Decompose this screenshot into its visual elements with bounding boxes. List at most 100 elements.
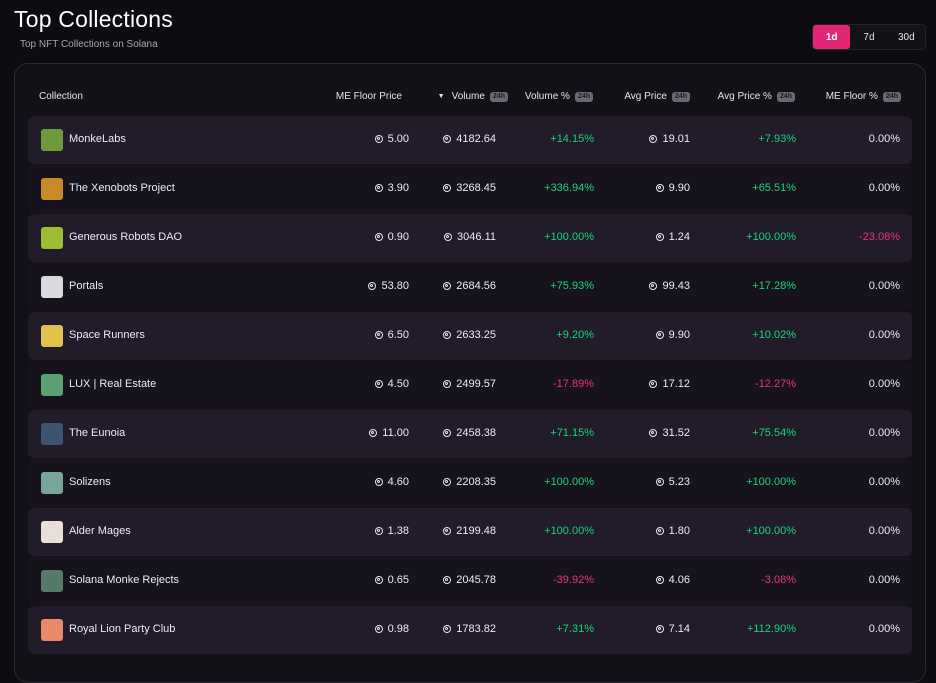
solana-icon [443,625,452,633]
floor-pct: 0.00% [868,329,900,341]
collection-name[interactable]: Solizens [69,476,111,488]
avg-price: 1.80 [655,525,690,537]
collection-name[interactable]: Solana Monke Rejects [69,574,180,586]
avg-price: 99.43 [649,280,690,292]
period-badge: 24h [882,91,901,102]
avg-price-pct: +100.00% [746,525,796,537]
collection-avatar [41,521,63,543]
floor-pct: 0.00% [868,182,900,194]
volume: 2499.57 [443,378,496,390]
collection-avatar [41,472,63,494]
range-7d-button[interactable]: 7d [863,31,875,43]
volume: 2633.25 [443,329,496,341]
table-row[interactable]: The Xenobots Project 3.90 3268.45 +336.94% 9… [28,165,912,213]
table-row[interactable]: Solana Monke Rejects 0.65 2045.78 -39.92% 4.… [28,557,912,605]
volume-pct: +71.15% [550,427,594,439]
avg-price: 7.14 [655,623,690,635]
volume: 3046.11 [444,231,496,243]
floor-price: 4.60 [374,476,409,488]
table-row[interactable]: Alder Mages 1.38 2199.48 +100.00% 1.80 +100.0… [28,508,912,556]
floor-price: 0.98 [374,623,409,635]
floor-price: 1.38 [374,525,409,537]
avg-price-pct: +75.54% [752,427,796,439]
solana-icon [374,576,383,584]
floor-price: 0.65 [374,574,409,586]
table-header: Collection ME Floor Price ▼ Volume 24h V… [15,64,925,116]
col-avg-price[interactable]: Avg Price 24h [624,91,690,102]
avg-price-pct: -3.08% [761,574,796,586]
solana-icon [655,576,664,584]
solana-icon [443,135,452,143]
solana-icon [655,331,664,339]
table-row[interactable]: Royal Lion Party Club 0.98 1783.82 +7.31% 7.… [28,606,912,654]
collection-name[interactable]: LUX | Real Estate [69,378,157,390]
floor-pct: 0.00% [868,574,900,586]
avg-price-pct: +17.28% [752,280,796,292]
avg-price-pct: +100.00% [746,231,796,243]
col-volume-pct[interactable]: Volume % 24h [525,91,593,102]
floor-price: 6.50 [374,329,409,341]
time-range-selector: 1d 7d 30d [812,24,926,50]
avg-price: 17.12 [649,378,690,390]
col-volume[interactable]: ▼ Volume 24h [438,91,508,102]
volume: 2458.38 [443,427,496,439]
range-1d-button[interactable]: 1d [813,25,851,49]
volume: 2199.48 [443,525,496,537]
col-floor-price[interactable]: ME Floor Price [335,91,402,102]
collection-name[interactable]: Space Runners [69,329,145,341]
solana-icon [443,184,452,192]
col-collection[interactable]: Collection [39,91,83,102]
collection-name[interactable]: The Xenobots Project [69,182,175,194]
floor-pct: 0.00% [868,623,900,635]
solana-icon [374,380,383,388]
collection-name[interactable]: Portals [69,280,104,292]
volume: 2684.56 [443,280,496,292]
page-subtitle: Top NFT Collections on Solana [20,39,158,50]
table-row[interactable]: Portals 53.80 2684.56 +75.93% 99.43 +17.28% 0.… [28,263,912,311]
floor-pct: 0.00% [868,280,900,292]
collection-avatar [41,227,63,249]
period-badge: 24h [489,91,508,102]
period-badge: 24h [574,91,593,102]
floor-pct: 0.00% [868,427,900,439]
solana-icon [443,527,452,535]
col-avg-price-pct[interactable]: Avg Price % 24h [718,91,795,102]
collection-avatar [41,374,63,396]
collection-name[interactable]: Generous Robots DAO [69,231,183,243]
solana-icon [649,135,658,143]
range-30d-button[interactable]: 30d [897,31,915,43]
page-header: Top Collections Top NFT Collections on S… [0,0,936,62]
table-row[interactable]: The Eunoia 11.00 2458.38 +71.15% 31.52 +75.54… [28,410,912,458]
page-title: Top Collections [14,6,173,32]
collection-avatar [41,570,63,592]
table-row[interactable]: LUX | Real Estate 4.50 2499.57 -17.89% 17.12… [28,361,912,409]
solana-icon [374,527,383,535]
table-row[interactable]: Generous Robots DAO 0.90 3046.11 +100.00% 1.… [28,214,912,262]
solana-icon [374,184,383,192]
avg-price-pct: +7.93% [758,133,796,145]
table-row[interactable]: Space Runners 6.50 2633.25 +9.20% 9.90 +10.02… [28,312,912,360]
avg-price: 31.52 [649,427,690,439]
floor-pct: 0.00% [868,525,900,537]
floor-price: 11.00 [369,427,409,439]
col-floor-pct[interactable]: ME Floor % 24h [826,91,901,102]
collection-name[interactable]: MonkeLabs [69,133,126,145]
floor-price: 53.80 [368,280,409,292]
floor-price: 0.90 [374,231,409,243]
solana-icon [443,282,452,290]
avg-price: 19.01 [649,133,690,145]
table-row[interactable]: Solizens 4.60 2208.35 +100.00% 5.23 +100.00% 0… [28,459,912,507]
avg-price-pct: +10.02% [752,329,796,341]
collection-name[interactable]: The Eunoia [69,427,126,439]
solana-icon [443,576,452,584]
solana-icon [655,478,664,486]
collection-name[interactable]: Alder Mages [69,525,131,537]
table-body: MonkeLabs 5.00 4182.64 +14.15% 19.01 +7.93% 0.… [28,116,912,655]
avg-price-pct: -12.27% [755,378,796,390]
volume-pct: +100.00% [544,476,594,488]
volume: 1783.82 [443,623,496,635]
volume-pct: +9.20% [556,329,594,341]
avg-price: 5.23 [655,476,690,488]
table-row[interactable]: MonkeLabs 5.00 4182.64 +14.15% 19.01 +7.93% 0.… [28,116,912,164]
collection-name[interactable]: Royal Lion Party Club [69,623,176,635]
